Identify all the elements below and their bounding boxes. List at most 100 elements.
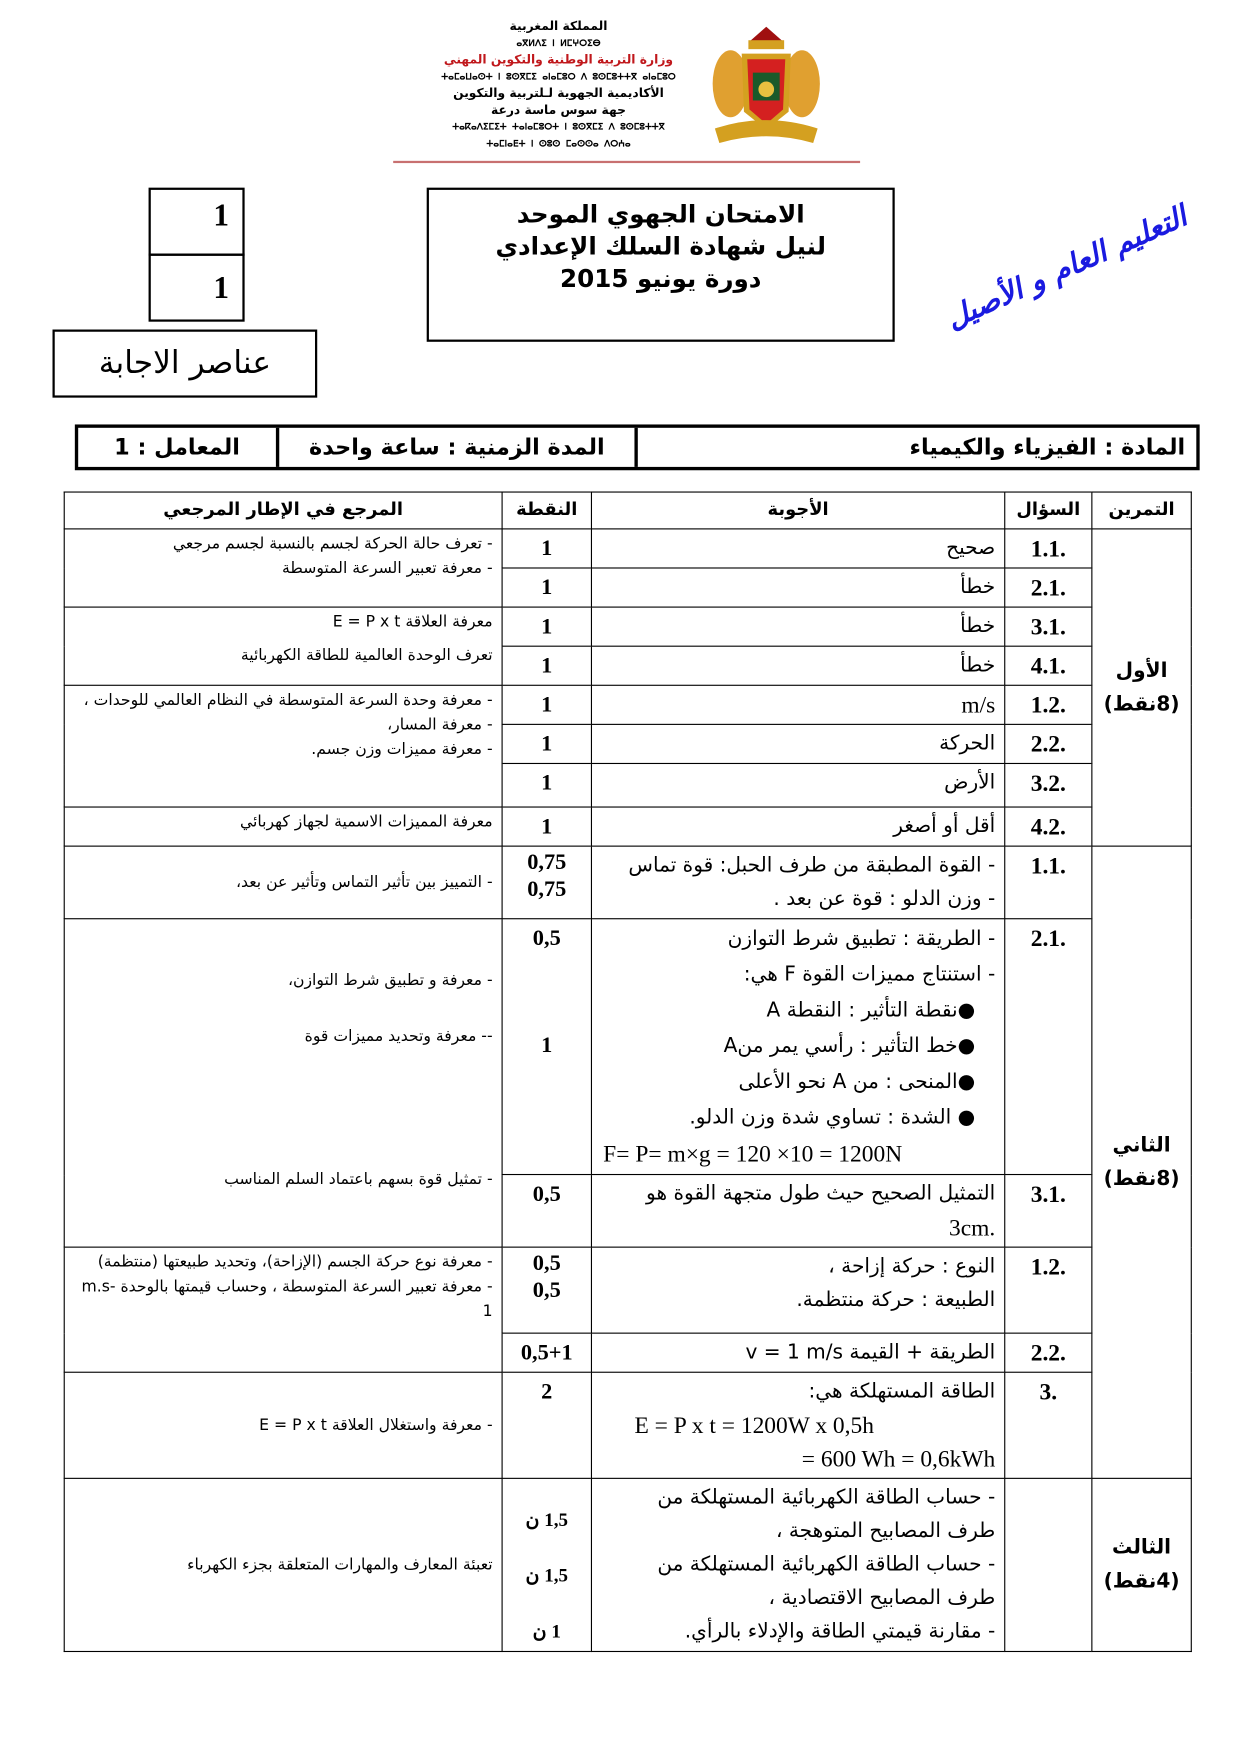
question-number: .3.2 xyxy=(1004,762,1093,808)
academy-name-tifinagh: ⵜⴰⴽⴰⴷⵉⵎⵉⵜ ⵜⴰⵏⴰⵎⵓⵔⵜ ⵏ ⵓⵙⴳⵎⵉ ⴷ ⵓⵙⵎⵓⵜⵜⴳ xyxy=(452,121,665,132)
reference-line: - معرفة تعبير السرعة المتوسطة ، وحساب قي… xyxy=(81,1277,493,1321)
answer: الحركة xyxy=(590,723,1006,765)
answer-line: - القوة المطبقة من طرف الحبل: قوة تماس xyxy=(628,853,996,877)
points: 1 xyxy=(501,567,593,608)
answer-elements-label: عناصر الاجابة xyxy=(52,329,318,398)
reference: - معرفة وحدة السرعة المتوسطة في النظام ا… xyxy=(63,684,503,808)
duration: المدة الزمنية : ساعة واحدة xyxy=(275,427,635,467)
reference-line: - معرفة مميزات وزن جسم. xyxy=(311,740,493,759)
reference-line: - معرفة وحدة السرعة المتوسطة في النظام ا… xyxy=(83,691,493,710)
question-number: .3.1 xyxy=(1004,606,1093,647)
points: 0,75 0,75 xyxy=(501,845,593,920)
table-row: .4.1 خطأ 1 xyxy=(64,645,1191,686)
reference-line: - معرفة تعبير السرعة المتوسطة xyxy=(282,559,493,578)
table-row: .3.2 الأرض 1 xyxy=(64,762,1191,808)
answer-line: طرف المصابيح الاقتصادية ، xyxy=(768,1586,996,1610)
exercise-2-cell: الثاني (8نقط) xyxy=(1091,845,1192,1479)
exam-title: الامتحان الجهوي الموحد xyxy=(516,201,805,229)
answer-line: - حساب الطاقة الكهربائية المستهلكة من xyxy=(657,1552,996,1577)
table-row: .1.2 m/s 1 - معرفة وحدة السرعة المتوسطة … xyxy=(63,684,1191,808)
question-number: .2.1 xyxy=(1004,567,1093,608)
question-number: .2.2 xyxy=(1004,723,1093,765)
table-row: .3 الطاقة المستهلكة هي: E = P x t = 1200W… xyxy=(63,1371,1191,1479)
table-header-row: التمرين السؤال الأجوبة النقطة المرجع في … xyxy=(63,491,1192,530)
points: 1 xyxy=(501,684,593,725)
reference: معرفة العلاقة E = P x t تعرف الوحدة العال… xyxy=(63,606,503,686)
coefficient: المعامل : 1 xyxy=(114,433,240,461)
ministry-name-tifinagh: ⵜⴰⵎⴰⵡⴰⵙⵜ ⵏ ⵓⵙⴳⵎⵉ ⴰⵏⴰⵎⵓⵔ ⴷ ⵓⵙⵎⵓⵜⵜⴳ ⴰⵏⴰⵎⵓⵔ xyxy=(441,71,676,82)
table-row: .3.1 خطأ 1 معرفة العلاقة E = P x t تعرف ا… xyxy=(63,606,1191,686)
points: 0,5 0,5 xyxy=(501,1246,593,1334)
question-number xyxy=(1004,1477,1093,1653)
points: 1 xyxy=(501,528,593,569)
answer-line: .3cm xyxy=(948,1214,996,1241)
reference-line: - معرفة نوع حركة الجسم (الإزاحة)، وتحديد… xyxy=(97,1253,493,1272)
exam-title-box: الامتحان الجهوي الموحد لنيل شهادة السلك … xyxy=(426,187,895,342)
answer: خطأ xyxy=(590,606,1006,647)
exam-session: دورة يونيو 2015 xyxy=(560,265,762,294)
points-value: 1 ن xyxy=(532,1620,561,1642)
answer-line: ● الشدة : تساوي شدة وزن الدلو. xyxy=(689,1105,976,1130)
answer-table: التمرين السؤال الأجوبة النقطة المرجع في … xyxy=(63,491,1192,1653)
question-number: .1.1 xyxy=(1004,845,1093,920)
answer: - الطريقة : تطبيق شرط التوازن - استنتاج … xyxy=(590,918,1006,1176)
region-name-tifinagh: ⵜⴰⵎⵏⴰⴹⵜ ⵏ ⵙⵓⵙ ⵎⴰⵙⵙⴰ ⴷⵔⵄⴰ xyxy=(486,138,631,149)
reference: - التمييز بين تأثير التماس وتأثير عن بعد… xyxy=(63,845,503,920)
answer-line: الطاقة المستهلكة هي: xyxy=(808,1379,996,1403)
points: 2 xyxy=(501,1371,593,1479)
table-row: الثاني (8نقط) .1.1 - القوة المطبقة من طرف… xyxy=(63,845,1192,1479)
answer-line: الطبيعة : حركة منتظمة. xyxy=(796,1287,996,1312)
question-number: .3.1 xyxy=(1004,1173,1093,1248)
question-number: .2.2 xyxy=(1004,1332,1093,1373)
header-reference: المرجع في الإطار المرجعي xyxy=(63,491,503,530)
exercise-3-cell: الثالث (4نقط) xyxy=(1091,1477,1192,1653)
answer-line: - وزن الدلو : قوة عن بعد . xyxy=(773,886,996,911)
answer-line: التمثيل الصحيح حيث طول متجهة القوة هو xyxy=(646,1181,996,1206)
exam-subtitle: لنيل شهادة السلك الإعدادي xyxy=(495,233,826,262)
table-row: .1.2 النوع : حركة إزاحة ، الطبيعة : حركة … xyxy=(63,1246,1191,1373)
answer: صحيح xyxy=(590,528,1006,569)
question-number: .4.2 xyxy=(1004,806,1093,847)
answer: الأرض xyxy=(590,762,1006,808)
reference: - تعرف حالة الحركة لجسم بالنسبة لجسم مرج… xyxy=(63,528,503,608)
exercise-points: (4نقط) xyxy=(1103,1569,1180,1593)
points-value: 0,75 xyxy=(527,876,567,902)
reference-line: - معرفة و تطبيق شرط التوازن، xyxy=(287,971,493,990)
page-number-box: 1 xyxy=(148,187,245,256)
points-value: 1,5 ن xyxy=(525,1509,568,1531)
exercise-points: (8نقط) xyxy=(1103,1166,1180,1191)
answer-line: ●نقطة التأثير : النقطة A xyxy=(766,998,976,1023)
answer: - حساب الطاقة الكهربائية المستهلكة من طر… xyxy=(590,1477,1006,1653)
table-row: الثالث (4نقط) - حساب الطاقة الكهربائية ال… xyxy=(63,1477,1192,1653)
subject-bar: المادة : الفيزياء والكيمياء المدة الزمني… xyxy=(74,424,1200,471)
answer: m/s xyxy=(590,684,1006,725)
answer: النوع : حركة إزاحة ، الطبيعة : حركة منتظم… xyxy=(590,1246,1006,1334)
reference: - معرفة نوع حركة الجسم (الإزاحة)، وتحديد… xyxy=(63,1246,503,1373)
question-number: .3 xyxy=(1004,1371,1093,1479)
answer-line: - حساب الطاقة الكهربائية المستهلكة من xyxy=(657,1485,996,1510)
answer: - القوة المطبقة من طرف الحبل: قوة تماس - … xyxy=(590,845,1006,920)
points-value: 1,5 ن xyxy=(525,1564,568,1587)
answer: أقل أو أصغر xyxy=(590,806,1006,847)
answer-line: ●المنحى : من A نحو الأعلى xyxy=(738,1070,976,1094)
header-answers: الأجوبة xyxy=(590,491,1006,530)
reference-line: - معرفة المسار، xyxy=(387,715,493,734)
academy-name: الأكاديمية الجهوية لـلتربية والتكوين xyxy=(453,86,664,101)
points-value: 0,5 xyxy=(532,1277,561,1303)
reference-line: - تمثيل قوة بسهم باعتماد السلم المناسب xyxy=(224,1170,493,1189)
table-row: الأول (8نقط) .1.1 صحيح 1 - تعرف حالة الحر… xyxy=(63,528,1192,847)
subject: المادة : الفيزياء والكيمياء xyxy=(634,427,1196,467)
kingdom-name: المملكة المغربية xyxy=(509,18,608,34)
region-name: جهة سوس ماسة درعة xyxy=(491,102,626,118)
question-number: .1.2 xyxy=(1004,684,1093,725)
answer-line: - استنتاج مميزات القوة F هي: xyxy=(743,962,996,987)
exercise-label: الثاني xyxy=(1112,1133,1171,1157)
points: 1 xyxy=(501,645,593,686)
answer-line: - مقارنة قيمتي الطاقة والإدلاء بالرأي. xyxy=(684,1619,996,1644)
answer-line: طرف المصابيح المتوهجة ، xyxy=(775,1519,996,1543)
exercise-1-cell: الأول (8نقط) xyxy=(1091,528,1192,847)
exercise-label: الثالث xyxy=(1112,1535,1172,1560)
answer-line: = 600 Wh = 0,6kWh xyxy=(801,1445,996,1473)
table-row: .2.1 - الطريقة : تطبيق شرط التوازن - است… xyxy=(63,918,1191,1248)
